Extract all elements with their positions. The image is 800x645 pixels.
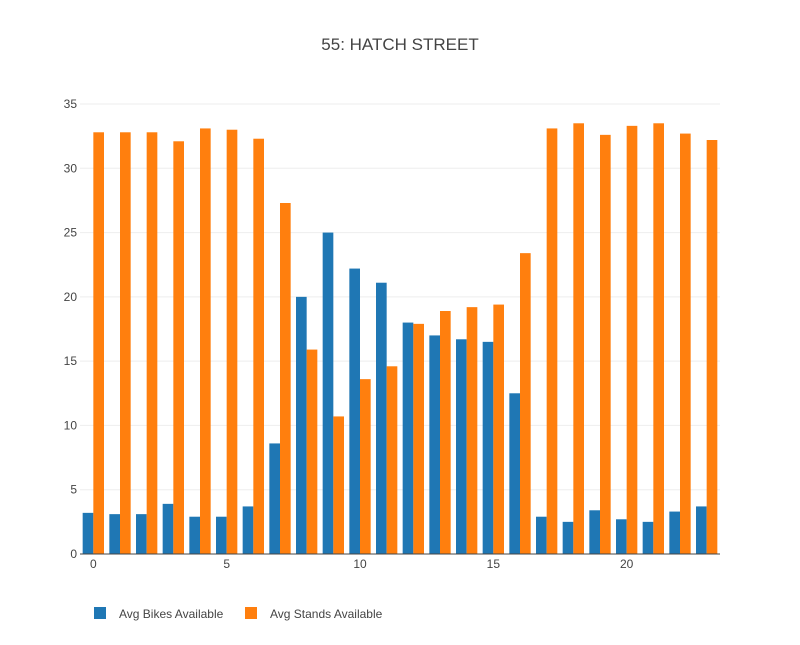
legend-item[interactable]: Avg Bikes Available <box>94 607 224 621</box>
y-tick-label: 30 <box>64 161 78 175</box>
bar-avg-bikes[interactable] <box>296 296 307 554</box>
bar-avg-stands[interactable] <box>226 129 238 554</box>
bar-avg-stands[interactable] <box>600 134 611 554</box>
x-tick-label: 15 <box>487 557 501 571</box>
bar-avg-stands[interactable] <box>546 128 558 554</box>
bar-avg-stands[interactable] <box>333 416 344 554</box>
bar-avg-stands[interactable] <box>93 132 104 555</box>
bar-avg-bikes[interactable] <box>669 511 680 554</box>
bar-avg-stands[interactable] <box>200 128 211 554</box>
bar-avg-bikes[interactable] <box>642 521 654 554</box>
gridlines <box>80 103 720 491</box>
y-tick-label: 20 <box>64 290 78 304</box>
bar-avg-stands[interactable] <box>680 133 691 555</box>
legend-label: Avg Stands Available <box>270 607 383 621</box>
y-tick-label: 35 <box>64 97 78 111</box>
bar-avg-stands[interactable] <box>253 138 264 554</box>
bar-avg-stands[interactable] <box>706 140 718 554</box>
bar-avg-stands[interactable] <box>386 366 398 554</box>
bar-avg-bikes[interactable] <box>402 322 414 554</box>
x-tick-label: 20 <box>620 557 634 571</box>
y-tick-label: 10 <box>64 418 78 432</box>
bar-avg-bikes[interactable] <box>216 516 227 554</box>
bar-avg-bikes[interactable] <box>509 393 520 554</box>
y-tick-label: 5 <box>70 483 77 497</box>
y-tick-label: 0 <box>70 547 77 561</box>
bar-avg-stands[interactable] <box>466 307 478 554</box>
bar-avg-stands[interactable] <box>120 132 131 555</box>
bar-avg-stands[interactable] <box>440 311 451 554</box>
bar-avg-bikes[interactable] <box>269 443 280 554</box>
bars <box>82 123 718 555</box>
x-tick-label: 10 <box>353 557 367 571</box>
bar-avg-stands[interactable] <box>306 349 318 554</box>
bar-avg-bikes[interactable] <box>456 339 467 554</box>
bar-avg-bikes[interactable] <box>136 514 147 554</box>
bar-avg-bikes[interactable] <box>696 506 707 554</box>
y-tick-label: 15 <box>64 354 78 368</box>
legend-swatch <box>245 607 257 619</box>
bar-avg-stands[interactable] <box>413 323 424 554</box>
y-tick-label: 25 <box>64 226 78 240</box>
bar-avg-bikes[interactable] <box>616 519 627 554</box>
bar-avg-bikes[interactable] <box>536 516 547 554</box>
bar-avg-bikes[interactable] <box>162 503 174 554</box>
bar-avg-bikes[interactable] <box>242 506 254 554</box>
bar-avg-stands[interactable] <box>626 125 638 554</box>
bar-avg-stands[interactable] <box>653 123 664 555</box>
x-tick-label: 5 <box>223 557 230 571</box>
bar-avg-bikes[interactable] <box>189 516 200 554</box>
axes: 0 5 10 15 20 25 30 35 0 5 10 15 20 <box>64 97 720 571</box>
legend[interactable]: Avg Bikes Available Avg Stands Available <box>94 607 383 621</box>
bar-avg-stands[interactable] <box>573 123 584 555</box>
bar-avg-bikes[interactable] <box>482 341 494 554</box>
bar-avg-bikes[interactable] <box>429 335 440 554</box>
bar-avg-bikes[interactable] <box>349 268 360 554</box>
legend-item[interactable]: Avg Stands Available <box>245 607 383 621</box>
bar-avg-bikes[interactable] <box>109 514 120 554</box>
bar-avg-stands[interactable] <box>280 203 291 554</box>
bar-avg-stands[interactable] <box>520 253 531 554</box>
chart-title: 55: HATCH STREET <box>321 35 478 54</box>
bar-avg-bikes[interactable] <box>322 232 334 555</box>
x-tick-label: 0 <box>90 557 97 571</box>
bar-avg-bikes[interactable] <box>562 521 574 554</box>
bar-avg-stands[interactable] <box>146 132 158 555</box>
bar-avg-stands[interactable] <box>360 379 371 554</box>
legend-swatch <box>94 607 106 619</box>
bar-avg-stands[interactable] <box>173 141 184 555</box>
bar-avg-bikes[interactable] <box>589 510 600 554</box>
bar-avg-bikes[interactable] <box>82 512 94 554</box>
legend-label: Avg Bikes Available <box>119 607 224 621</box>
bar-avg-stands[interactable] <box>493 304 504 554</box>
bar-avg-bikes[interactable] <box>376 282 387 554</box>
